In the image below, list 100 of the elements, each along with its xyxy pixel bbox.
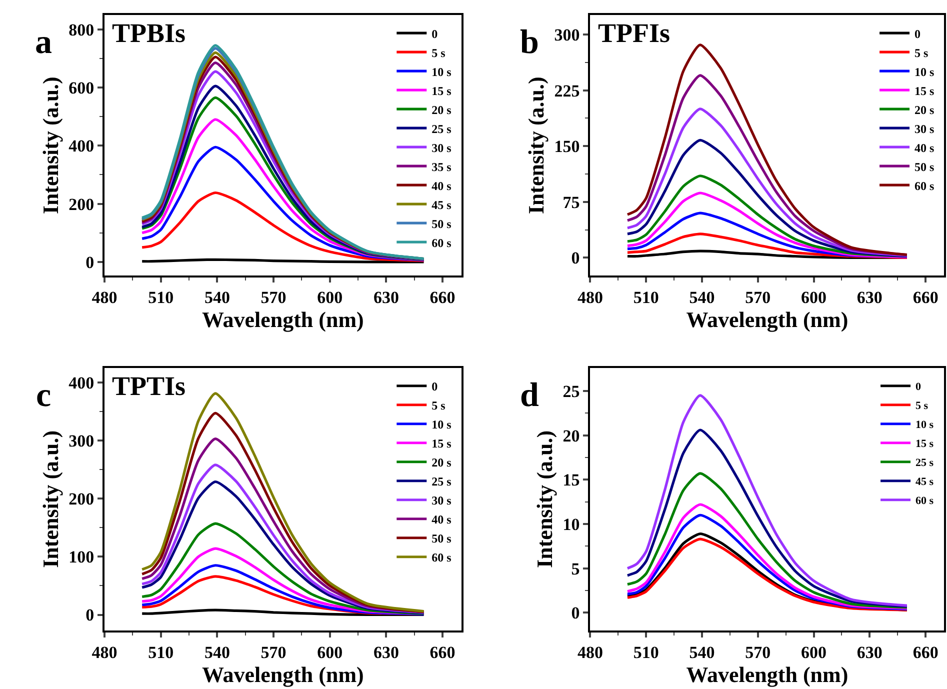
legend-label: 0 (432, 26, 438, 41)
legend-label: 10 s (914, 64, 935, 79)
y-tick-label: 100 (68, 548, 94, 567)
legend-label: 10 s (432, 418, 452, 432)
line-series (626, 428, 908, 608)
y-tick-label: 200 (68, 490, 94, 509)
x-axis-title: Wavelength (nm) (202, 662, 364, 687)
y-tick-label: 0 (571, 248, 580, 268)
x-tick-label: 600 (317, 288, 343, 307)
y-axis-title: Intensity (a.u.) (532, 430, 558, 568)
y-tick-label: 5 (571, 559, 580, 578)
y-tick-label: 0 (571, 604, 580, 623)
legend-label: 40 s (914, 140, 935, 155)
x-tick-label: 510 (148, 642, 174, 662)
x-tick-label: 660 (430, 642, 456, 662)
y-tick-label: 200 (68, 194, 94, 214)
x-tick-label: 570 (745, 288, 771, 307)
x-tick-label: 570 (260, 642, 286, 662)
line-series (626, 472, 908, 609)
y-tick-label: 600 (68, 78, 94, 98)
y-tick-label: 25 (562, 382, 580, 401)
legend-label: 5 s (432, 398, 446, 413)
x-axis-title: Wavelength (nm) (202, 307, 364, 332)
legend-label: 40 s (432, 178, 452, 193)
text: b (520, 24, 539, 61)
legend-label: 60 s (432, 550, 452, 565)
legend-label: 25 s (916, 457, 934, 470)
line-series (140, 191, 426, 262)
x-tick-label: 480 (92, 288, 118, 307)
text: d (520, 377, 539, 414)
legend-label: 50 s (432, 532, 452, 546)
legend-label: 50 s (432, 216, 452, 231)
legend-label: 20 s (432, 456, 452, 470)
x-tick-label: 600 (801, 288, 827, 307)
annotation: TPFIs (598, 18, 670, 48)
legend-label: 30 s (432, 140, 452, 155)
x-tick-label: 660 (912, 642, 938, 662)
x-tick-label: 480 (577, 642, 603, 662)
legend-label: 50 s (914, 160, 935, 174)
legend-label: 15 s (916, 438, 934, 450)
y-tick-label: 400 (68, 136, 94, 156)
legend-label: 10 s (916, 419, 934, 432)
y-tick-label: 15 (562, 470, 580, 490)
x-tick-label: 540 (689, 288, 715, 307)
legend-label: 25 s (432, 122, 452, 136)
x-tick-label: 630 (856, 642, 882, 662)
y-tick-label: 400 (68, 373, 94, 392)
legend-label: 30 s (914, 122, 935, 136)
y-tick-label: 800 (68, 20, 94, 40)
y-tick-label: 10 (562, 514, 580, 534)
legend-label: 15 s (914, 84, 935, 98)
y-tick-label: 225 (554, 81, 580, 100)
legend-label: 60 s (916, 495, 934, 508)
x-tick-label: 660 (912, 288, 938, 307)
x-tick-label: 480 (92, 642, 118, 662)
x-tick-label: 540 (204, 288, 230, 307)
line-series (626, 394, 908, 607)
x-tick-label: 630 (856, 288, 882, 307)
x-tick-label: 510 (633, 288, 659, 307)
legend-label: 45 s (916, 476, 934, 488)
annotation: TPBIs (112, 18, 186, 48)
y-tick-label: 75 (562, 192, 580, 212)
y-axis-title: Intensity (a.u.) (38, 76, 63, 214)
y-axis-title: Intensity (a.u.) (38, 430, 63, 568)
legend-label: 30 s (432, 494, 452, 508)
legend-label: 5 s (914, 46, 929, 60)
legend-label: 0 (432, 380, 438, 394)
x-tick-label: 570 (260, 288, 286, 307)
x-tick-label: 540 (204, 642, 230, 662)
text: a (35, 24, 52, 61)
annotation: TPTIs (112, 371, 186, 401)
x-axis-title: Wavelength (nm) (686, 662, 848, 687)
x-tick-label: 600 (317, 642, 343, 662)
text: c (36, 377, 52, 414)
legend-label: 60 s (914, 178, 935, 193)
x-tick-label: 570 (745, 642, 771, 662)
legend-label: 25 s (432, 474, 452, 489)
x-tick-label: 510 (633, 642, 659, 662)
legend-label: 15 s (432, 84, 452, 98)
x-tick-label: 630 (373, 288, 399, 307)
y-tick-label: 150 (554, 137, 580, 156)
y-axis-title: Intensity (a.u.) (524, 76, 549, 214)
y-tick-label: 0 (86, 252, 94, 272)
x-tick-label: 480 (577, 288, 603, 307)
legend-label: 0 (914, 26, 921, 41)
y-tick-label: 20 (562, 426, 580, 446)
legend-label: 10 s (432, 64, 452, 79)
x-axis-title: Wavelength (nm) (686, 307, 848, 332)
y-tick-label: 300 (554, 25, 580, 44)
x-tick-label: 660 (430, 288, 456, 307)
legend-label: 5 s (916, 400, 929, 412)
legend-label: 20 s (914, 102, 935, 117)
y-tick-label: 300 (68, 431, 94, 450)
legend-label: 35 s (432, 160, 452, 174)
legend-label: 60 s (432, 236, 452, 250)
y-tick-label: 0 (86, 606, 94, 625)
legend-label: 5 s (432, 46, 446, 60)
x-tick-label: 510 (148, 288, 174, 307)
x-tick-label: 540 (689, 642, 715, 662)
x-tick-label: 630 (373, 642, 399, 662)
